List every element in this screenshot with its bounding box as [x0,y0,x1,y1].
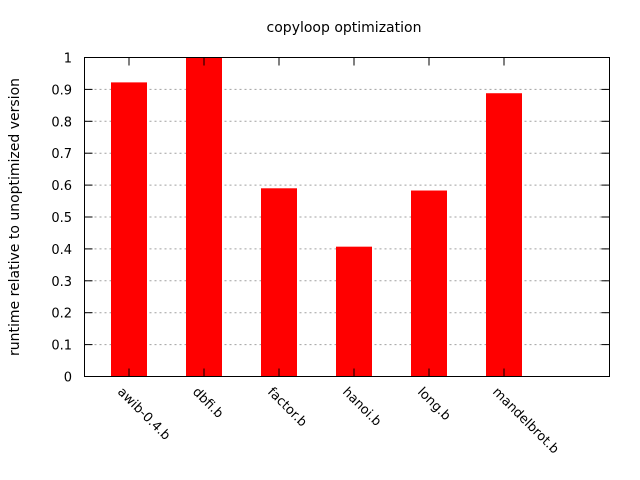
x-tick-label: hanoi.b [339,385,384,430]
x-tick-label: mandelbrot.b [489,385,561,457]
x-tick-label: long.b [414,385,453,424]
bar [261,188,297,377]
y-tick-label: 0 [64,371,72,386]
y-tick-label: 0.5 [51,211,72,226]
y-tick-label: 0.7 [51,147,72,162]
bar [486,93,522,377]
x-tick-label: factor.b [264,385,309,430]
y-tick-label: 0.1 [51,339,72,354]
y-tick-label: 0.2 [51,307,72,322]
y-tick-label: 0.4 [51,243,72,258]
y-tick-label: 0.3 [51,275,72,290]
y-axis: 0 0.1 0.2 0.3 0.4 0.5 0.6 0.7 0.8 0.9 1 [51,52,610,386]
y-tick-label: 0.6 [51,179,72,194]
y-axis-label: runtime relative to unoptimized version [7,78,23,356]
y-tick-label: 0.9 [51,83,72,98]
y-tick-label: 0.8 [51,115,72,130]
bar [336,246,372,377]
bar [411,190,447,377]
y-tick-label: 1 [64,52,72,67]
bar [186,57,222,377]
x-tick-label: dbfi.b [189,385,226,422]
bar [111,82,147,377]
bars [111,57,522,377]
chart-title: copyloop optimization [267,20,422,36]
x-tick-label: awib-0.4.b [114,385,173,444]
